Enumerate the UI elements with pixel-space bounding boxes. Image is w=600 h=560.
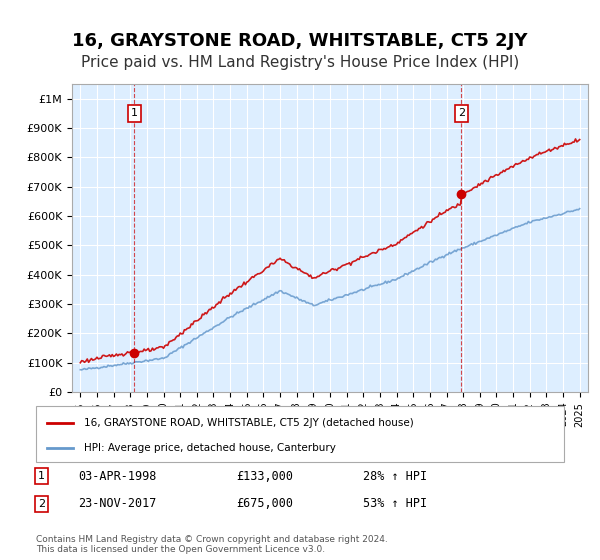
Text: £675,000: £675,000	[236, 497, 293, 510]
Text: Contains HM Land Registry data © Crown copyright and database right 2024.
This d: Contains HM Land Registry data © Crown c…	[36, 535, 388, 554]
Text: 1: 1	[38, 471, 45, 481]
Text: Price paid vs. HM Land Registry's House Price Index (HPI): Price paid vs. HM Land Registry's House …	[81, 55, 519, 70]
Text: HPI: Average price, detached house, Canterbury: HPI: Average price, detached house, Cant…	[83, 443, 335, 453]
Text: 2: 2	[38, 499, 45, 509]
Text: 23-NOV-2017: 23-NOV-2017	[78, 497, 157, 510]
Text: 28% ↑ HPI: 28% ↑ HPI	[364, 470, 427, 483]
FancyBboxPatch shape	[36, 406, 564, 462]
Text: 16, GRAYSTONE ROAD, WHITSTABLE, CT5 2JY: 16, GRAYSTONE ROAD, WHITSTABLE, CT5 2JY	[72, 32, 528, 50]
Text: 16, GRAYSTONE ROAD, WHITSTABLE, CT5 2JY (detached house): 16, GRAYSTONE ROAD, WHITSTABLE, CT5 2JY …	[83, 418, 413, 428]
Text: 03-APR-1998: 03-APR-1998	[78, 470, 157, 483]
Text: 53% ↑ HPI: 53% ↑ HPI	[364, 497, 427, 510]
Text: 1: 1	[131, 108, 138, 118]
Text: 2: 2	[458, 108, 465, 118]
Text: £133,000: £133,000	[236, 470, 293, 483]
